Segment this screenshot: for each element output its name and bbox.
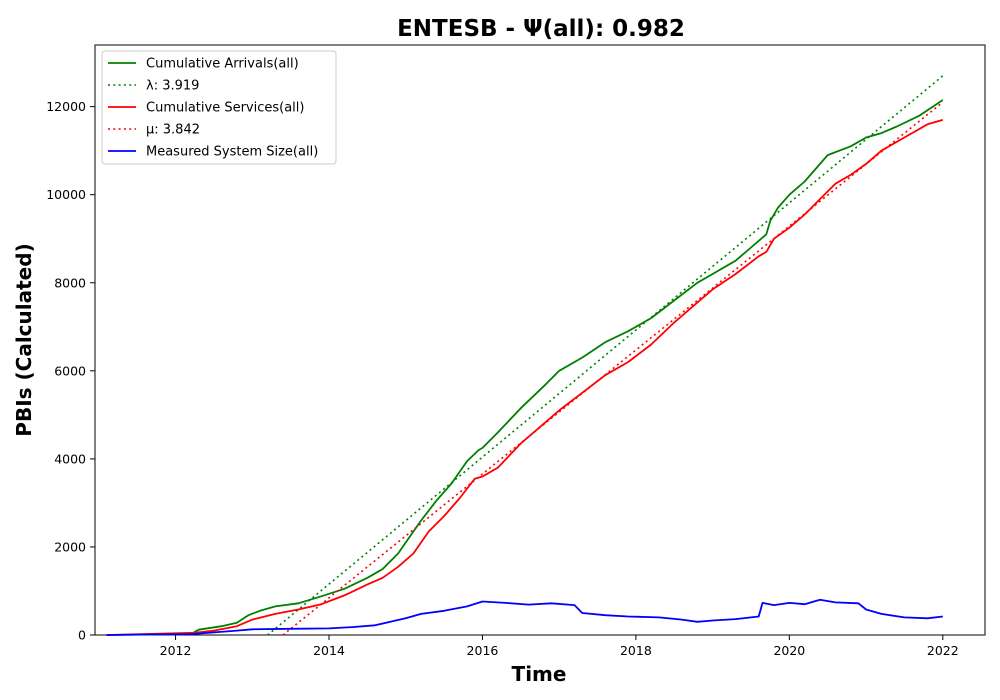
y-tick-label: 0 — [78, 628, 86, 643]
y-axis: 0 2000 4000 6000 8000 10000 12000 — [46, 99, 95, 642]
chart-title: ENTESB - Ψ(all): 0.982 — [397, 16, 685, 42]
x-tick-label: 2014 — [313, 643, 345, 658]
x-axis: 2012 2014 2016 2018 2020 2022 — [160, 635, 959, 658]
series-line-4 — [107, 600, 943, 635]
legend: Cumulative Arrivals(all) λ: 3.919 Cumulati… — [102, 51, 336, 164]
legend-label-4: Measured System Size(all) — [146, 145, 318, 160]
y-tick-label: 10000 — [46, 187, 86, 202]
x-tick-label: 2022 — [927, 643, 959, 658]
x-axis-label: Time — [512, 662, 567, 686]
x-tick-label: 2020 — [773, 643, 805, 658]
series-line-3 — [283, 102, 943, 635]
y-tick-label: 4000 — [54, 451, 86, 466]
x-tick-label: 2012 — [160, 643, 192, 658]
legend-label-1: λ: 3.919 — [146, 79, 199, 94]
series-line-1 — [268, 76, 943, 635]
series-line-0 — [107, 100, 943, 635]
y-tick-label: 2000 — [54, 539, 86, 554]
legend-label-2: Cumulative Services(all) — [146, 101, 304, 116]
y-tick-label: 12000 — [46, 99, 86, 114]
y-tick-label: 8000 — [54, 275, 86, 290]
series-line-2 — [107, 120, 943, 635]
legend-label-0: Cumulative Arrivals(all) — [146, 57, 299, 72]
x-tick-label: 2016 — [467, 643, 499, 658]
x-tick-label: 2018 — [620, 643, 652, 658]
legend-label-3: μ: 3.842 — [146, 123, 200, 138]
y-tick-label: 6000 — [54, 363, 86, 378]
y-axis-label: PBIs (Calculated) — [12, 243, 36, 436]
